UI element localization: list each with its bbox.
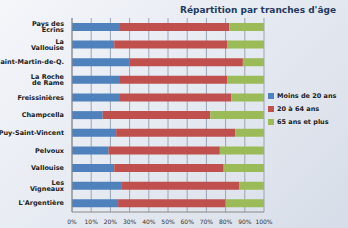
svg-text:10%: 10% (85, 218, 99, 225)
svg-text:Freissinières: Freissinières (17, 94, 64, 102)
svg-text:30%: 30% (123, 218, 137, 225)
svg-text:50%: 50% (161, 218, 175, 225)
svg-text:40%: 40% (142, 218, 156, 225)
html-text:Répartition par tranches d'âge: Répartition par tranches d'âge (180, 5, 336, 15)
svg-text:Puy-Saint-Vincent: Puy-Saint-Vincent (8, 129, 64, 137)
svg-text:90%: 90% (238, 218, 252, 225)
html-text:65 ans et plus: 65 ans et plus (277, 118, 329, 126)
svg-text:80%: 80% (219, 218, 233, 225)
svg-text:20%: 20% (104, 218, 118, 225)
svg-text:L'Argentière: L'Argentière (19, 199, 65, 207)
svg-text:La Rochede Rame: La Rochede Rame (31, 73, 65, 88)
svg-text:0%: 0% (67, 218, 77, 225)
svg-text:Pelvoux: Pelvoux (35, 147, 65, 155)
svg-text:Champcella: Champcella (22, 111, 64, 119)
svg-text:Vallouise: Vallouise (31, 164, 65, 172)
html-text:20 à 64 ans: 20 à 64 ans (277, 105, 320, 113)
html-text:Moins de 20 ans: Moins de 20 ans (277, 92, 337, 100)
svg-text:LaVallouise: LaVallouise (31, 38, 65, 53)
svg-text:60%: 60% (181, 218, 195, 225)
svg-text:100%: 100% (255, 218, 272, 225)
svg-text:Saint-Martin-de-Q.: Saint-Martin-de-Q. (8, 58, 64, 66)
svg-text:LesVigneaux: LesVigneaux (30, 179, 65, 194)
svg-text:70%: 70% (200, 218, 214, 225)
svg-text:Pays desEcrins: Pays desEcrins (32, 20, 64, 35)
